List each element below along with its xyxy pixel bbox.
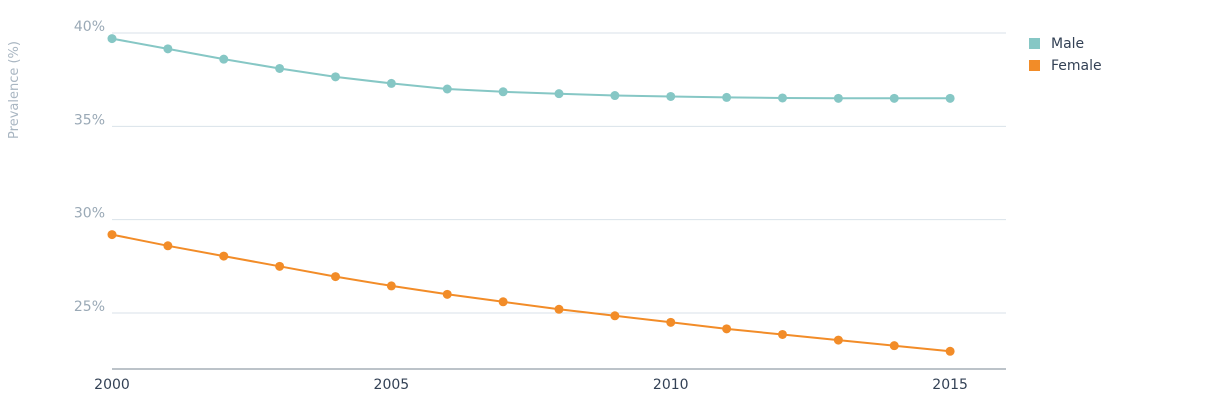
legend-swatch-male bbox=[1029, 38, 1040, 49]
data-point-female bbox=[666, 317, 676, 327]
legend-label-male: Male bbox=[1051, 36, 1084, 52]
data-point-male bbox=[610, 91, 620, 101]
series-layer bbox=[107, 34, 955, 356]
data-point-female bbox=[833, 335, 843, 345]
legend-label-female: Female bbox=[1051, 58, 1102, 74]
y-tick-label: 40% bbox=[74, 19, 105, 35]
data-point-female bbox=[610, 311, 620, 321]
legend-item-male[interactable]: Male bbox=[1029, 36, 1084, 52]
legend[interactable]: Male Female bbox=[1029, 36, 1102, 74]
x-tick-label: 2005 bbox=[374, 377, 410, 393]
data-point-female bbox=[778, 329, 787, 339]
y-tick-label: 30% bbox=[74, 206, 105, 222]
data-point-female bbox=[163, 241, 173, 251]
x-tick-label: 2015 bbox=[932, 377, 968, 393]
data-point-male bbox=[889, 93, 899, 103]
data-point-male bbox=[833, 93, 843, 103]
data-point-female bbox=[331, 272, 340, 282]
data-point-male bbox=[554, 89, 564, 99]
data-point-female bbox=[107, 230, 117, 240]
x-tick-label: 2010 bbox=[653, 377, 689, 393]
data-point-male bbox=[666, 91, 676, 101]
data-point-male bbox=[107, 34, 117, 44]
data-point-female bbox=[945, 346, 955, 356]
data-point-female bbox=[275, 261, 285, 271]
y-tick-label: 25% bbox=[74, 299, 105, 315]
series-line-female bbox=[111, 233, 952, 353]
series-line-male bbox=[111, 37, 952, 100]
data-point-male bbox=[945, 93, 955, 103]
data-point-female bbox=[386, 281, 396, 291]
data-point-female bbox=[219, 251, 229, 261]
x-tick-label: 2000 bbox=[94, 377, 130, 393]
legend-swatch-female bbox=[1029, 60, 1040, 71]
data-point-male bbox=[442, 84, 452, 94]
data-point-male bbox=[275, 63, 285, 73]
data-point-female bbox=[722, 324, 732, 334]
data-point-male bbox=[498, 87, 508, 97]
y-axis-label: Prevalence (%) bbox=[7, 41, 22, 139]
y-tick-label: 35% bbox=[74, 112, 105, 128]
data-point-male bbox=[331, 72, 340, 82]
data-point-female bbox=[498, 297, 508, 307]
legend-item-female[interactable]: Female bbox=[1029, 58, 1102, 74]
data-point-male bbox=[219, 54, 229, 64]
data-point-male bbox=[722, 92, 732, 102]
data-point-female bbox=[442, 289, 452, 299]
data-point-male bbox=[386, 78, 396, 88]
data-point-female bbox=[889, 341, 899, 351]
axis-layer: 25% 30% 35% 40% 2000 2005 2010 2015 bbox=[74, 19, 1006, 393]
grid-layer bbox=[112, 32, 1006, 314]
data-point-male bbox=[163, 44, 173, 54]
data-point-female bbox=[554, 304, 564, 314]
data-point-male bbox=[778, 93, 787, 103]
